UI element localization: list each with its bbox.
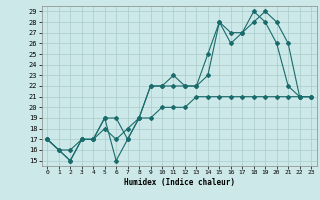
- X-axis label: Humidex (Indice chaleur): Humidex (Indice chaleur): [124, 178, 235, 187]
